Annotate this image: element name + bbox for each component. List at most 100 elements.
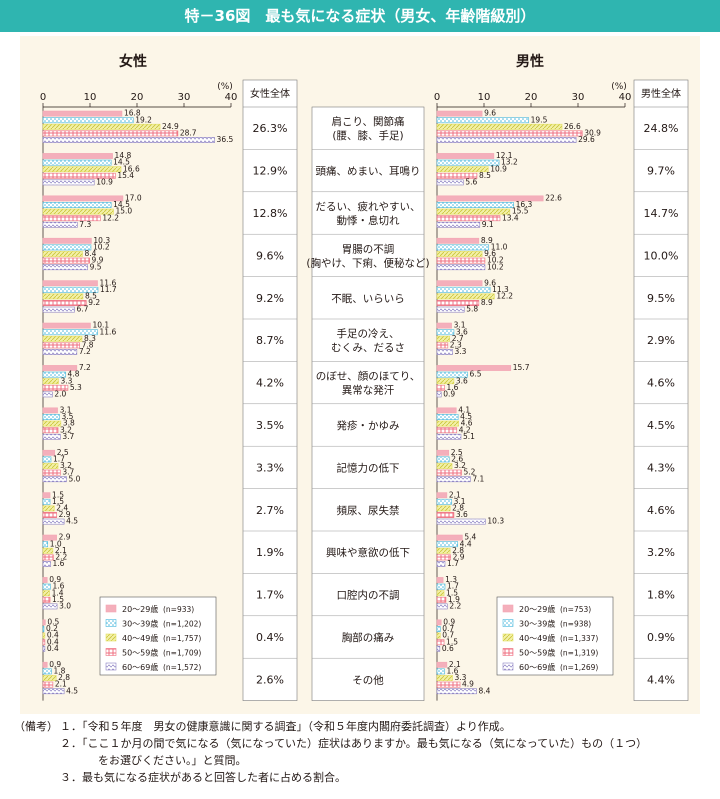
female-bar-30s [42,286,99,293]
category-label: 頻尿、尿失禁 [337,504,400,517]
male-bar-20s [436,449,450,456]
male-bar-label: 10.2 [487,256,504,265]
female-total-value: 9.6% [256,249,284,262]
female-bar-label: 8.3 [84,334,96,343]
male-total-value: 4.6% [647,504,675,517]
male-bar-label: 10.3 [487,517,504,526]
male-bar-50s [436,130,583,137]
female-bar-50s [42,469,61,476]
category-label: 肩こり、関節痛 [331,115,404,128]
female-bar-label: 1.0 [50,539,62,548]
female-total-value: 4.2% [256,377,284,390]
male-bar-60s [436,221,481,228]
note-2-cont: をお選びください。」と質問。 [98,754,247,767]
female-bar-label: 3.8 [63,419,75,428]
female-bar-label: 2.1 [55,546,67,555]
male-legend-swatch [502,648,514,656]
male-tick-label-40: 40 [619,92,632,103]
female-bar-label: 14.8 [115,151,132,160]
female-bar-40s [42,251,83,257]
female-total-header: 女性全体 [250,87,290,100]
female-bar-40s [42,505,55,512]
male-bar-label: 22.6 [545,194,562,203]
female-bar-label: 1.4 [52,588,64,597]
category-label: のぼせ、顔のほてり、 [316,370,421,383]
male-bar-50s [436,596,447,603]
male-bar-60s [436,137,577,143]
female-bar-40s [42,420,62,427]
category-label: 記憶力の低下 [337,461,400,474]
female-bar-label: 2.4 [56,504,68,513]
male-bar-20s [436,237,480,244]
female-bar-label: 10.9 [96,178,113,187]
male-legend-n: (n=938) [560,620,591,629]
male-bar-label: 12.1 [496,151,513,160]
male-bar-label: 3.2 [454,461,466,470]
female-bar-40s [42,208,114,215]
male-bar-60s [436,518,486,525]
male-bar-label: 0.7 [442,631,454,640]
female-bar-label: 7.2 [79,363,91,372]
female-bar-60s [42,688,65,695]
female-tick-label-20: 20 [131,92,144,103]
male-bar-20s [436,195,544,202]
male-bar-label: 9.1 [482,220,494,229]
male-bar-label: 2.8 [452,546,464,555]
female-bar-30s [42,244,92,251]
female-bar-40s [42,335,83,342]
male-bar-20s [436,577,444,583]
female-bar-50s [42,172,116,179]
female-bar-label: 9.2 [88,298,100,307]
female-bar-40s [42,123,161,130]
male-bar-20s [436,492,448,499]
male-total-value: 4.4% [647,673,675,686]
male-bar-30s [436,329,455,336]
female-bar-label: 11.6 [100,327,117,336]
female-bar-label: 10.2 [93,243,110,252]
female-legend-n: (n=1,757) [163,634,201,643]
female-total-value: 9.2% [256,292,284,305]
female-legend-swatch [105,633,117,642]
female-bar-label: 0.4 [47,631,59,640]
female-total-value: 3.5% [256,419,284,432]
female-legend-name: 40～49歳 [122,633,158,643]
male-bar-label: 2.1 [449,490,461,499]
female-total-value: 12.9% [253,165,288,178]
female-bar-60s [42,179,95,186]
female-bar-40s [42,293,84,300]
female-bar-label: 12.2 [102,213,119,222]
category-label: 興味や意欲の低下 [326,546,410,559]
female-bar-label: 0.4 [47,637,59,646]
female-bar-label: 8.5 [85,292,97,301]
male-bar-60s [436,433,462,440]
male-bar-label: 10.2 [487,262,504,271]
male-bar-40s [436,590,445,597]
female-bar-label: 2.2 [55,553,67,562]
female-bar-30s [42,329,98,336]
female-bar-20s [42,153,113,159]
category-label: (腰、膝、手足) [332,129,403,142]
female-bar-label: 9.5 [90,262,102,271]
female-bar-label: 11.6 [100,278,117,287]
male-total-value: 4.5% [647,419,675,432]
female-bar-label: 6.7 [76,305,88,314]
female-bar-20s [42,110,123,117]
female-legend-name: 60～69歳 [122,662,158,672]
male-total-column [633,79,689,701]
male-bar-40s [436,505,451,512]
male-bar-label: 16.3 [516,200,533,209]
male-bar-label: 9.6 [484,109,496,118]
note-3: ３．最も気になる症状があると回答した者に占める割合。 [60,771,346,784]
male-bar-30s [436,244,490,251]
female-bar-label: 1.6 [53,559,65,568]
male-legend-swatch [502,662,514,671]
female-bar-label: 2.1 [55,680,67,689]
male-bar-20s [436,365,512,371]
male-legend-swatch [502,633,514,642]
female-bar-20s [42,407,58,414]
male-bar-label: 3.3 [455,673,467,682]
female-total-value: 2.6% [256,673,284,686]
female-bar-60s [42,221,78,228]
male-bar-60s [436,561,446,567]
male-bar-label: 2.2 [449,602,461,611]
